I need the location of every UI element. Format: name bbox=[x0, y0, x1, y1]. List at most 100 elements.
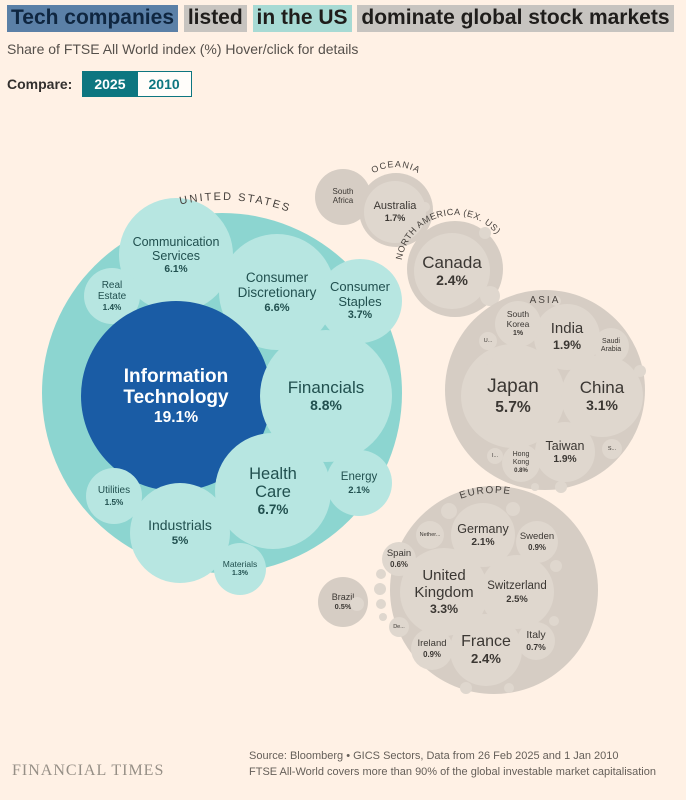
ft-logo-text: FINANCIAL TIMES bbox=[12, 762, 165, 779]
bubble-label: Communication Services bbox=[132, 234, 220, 263]
bubble-label: Italy bbox=[526, 628, 546, 641]
bubble-s[interactable]: S... bbox=[602, 439, 622, 459]
bubble-small[interactable] bbox=[550, 560, 562, 572]
bubble-australia[interactable]: Australia 1.7% bbox=[364, 181, 426, 243]
bubble-label: Financials bbox=[287, 378, 365, 398]
bubble-label: Germany bbox=[457, 521, 509, 536]
year-2025-button[interactable]: 2025 bbox=[82, 71, 138, 97]
bubble-label: Sweden bbox=[519, 530, 555, 542]
bubble-small[interactable] bbox=[420, 202, 430, 212]
bubble-value: 8.8% bbox=[310, 397, 342, 414]
bubble-label: France bbox=[461, 633, 511, 651]
bubble-label: South Korea bbox=[506, 309, 530, 329]
bubble-small[interactable] bbox=[460, 682, 472, 694]
bubble-value: 1% bbox=[512, 330, 524, 338]
bubble-small[interactable] bbox=[379, 613, 387, 621]
source-line-2: FTSE All-World covers more than 90% of t… bbox=[249, 766, 656, 778]
bubble-small[interactable] bbox=[555, 481, 567, 493]
bubble-italy[interactable]: Italy 0.7% bbox=[517, 622, 555, 660]
bubble-label: Utilities bbox=[97, 485, 131, 497]
chart-subtitle: Share of FTSE All World index (%) Hover/… bbox=[7, 41, 359, 57]
header: Tech companies listed in the US dominate… bbox=[7, 4, 679, 97]
bubble-value: 0.8% bbox=[514, 468, 528, 475]
bubble-saudi-arabia[interactable]: Saudi Arabia bbox=[593, 328, 629, 364]
bubble-small[interactable] bbox=[549, 616, 559, 626]
bubble-value: 1.4% bbox=[102, 303, 122, 313]
bubble-small[interactable] bbox=[376, 569, 386, 579]
bubble-small[interactable] bbox=[441, 503, 457, 519]
bubble-label: Saudi Arabia bbox=[600, 338, 622, 353]
bubble-value: 2.1% bbox=[348, 483, 370, 495]
bubble-label: China bbox=[579, 378, 625, 398]
year-2010-button[interactable]: 2010 bbox=[137, 71, 192, 97]
compare-label: Compare: bbox=[7, 76, 73, 92]
bubble-de[interactable]: De... bbox=[389, 617, 409, 637]
bubble-china[interactable]: China 3.1% bbox=[561, 355, 643, 437]
bubble-value: 1.5% bbox=[104, 497, 124, 507]
bubble-value: 6.7% bbox=[257, 501, 289, 517]
bubble-taiwan[interactable]: Taiwan 1.9% bbox=[535, 422, 595, 482]
bubble-value: 0.6% bbox=[390, 559, 408, 569]
bubble-value: 0.9% bbox=[423, 649, 441, 659]
bubble-india[interactable]: India 1.9% bbox=[534, 304, 600, 370]
bubble-label: South Africa bbox=[332, 187, 354, 205]
bubble-value: 3.1% bbox=[586, 397, 618, 414]
chart-title: Tech companies listed in the US dominate… bbox=[7, 4, 679, 32]
bubble-label: Spain bbox=[386, 547, 412, 559]
bubble-label: Japan bbox=[487, 376, 539, 398]
bubble-small[interactable] bbox=[551, 296, 561, 306]
bubble-small[interactable] bbox=[479, 227, 491, 239]
bubble-france[interactable]: France 2.4% bbox=[450, 614, 522, 686]
bubble-small[interactable] bbox=[483, 355, 493, 365]
bubble-label: Switzerland bbox=[487, 579, 547, 592]
bubble-small[interactable] bbox=[350, 597, 364, 611]
bubble-label: U... bbox=[483, 337, 493, 344]
bubble-value: 3.3% bbox=[429, 601, 459, 616]
bubble-label: Health Care bbox=[249, 464, 297, 502]
bubble-label: Taiwan bbox=[545, 438, 585, 453]
bubble-health-care[interactable]: Health Care 6.7% bbox=[215, 433, 331, 549]
bubble-label: United Kingdom bbox=[414, 566, 474, 601]
bubble-ireland[interactable]: Ireland 0.9% bbox=[411, 628, 453, 670]
bubble-industrials[interactable]: Industrials 5% bbox=[130, 483, 230, 583]
bubble-value: 0.7% bbox=[526, 641, 546, 652]
bubble-small[interactable] bbox=[634, 365, 646, 377]
bubble-label: Information Technology bbox=[123, 365, 229, 408]
bubble-label: Materials bbox=[222, 558, 258, 569]
bubble-small[interactable] bbox=[504, 683, 514, 693]
bubble-i[interactable]: I... bbox=[487, 448, 503, 464]
bubble-value: 2.4% bbox=[471, 651, 501, 667]
compare-control: Compare: 2025 2010 bbox=[7, 71, 679, 97]
bubble-value: 2.1% bbox=[471, 536, 495, 548]
bubble-label: Canada bbox=[422, 253, 482, 273]
bubble-small[interactable] bbox=[374, 583, 386, 595]
bubble-label: Real Estate bbox=[97, 279, 127, 302]
bubble-value: 2.4% bbox=[436, 272, 468, 289]
bubble-small[interactable] bbox=[480, 286, 500, 306]
bubble-south-korea[interactable]: South Korea 1% bbox=[495, 301, 541, 347]
bubble-small[interactable] bbox=[506, 502, 520, 516]
bubble-consumer-staples[interactable]: Consumer Staples 3.7% bbox=[318, 259, 402, 343]
bubble-value: 2.5% bbox=[506, 592, 528, 604]
source-line-1: Source: Bloomberg • GICS Sectors, Data f… bbox=[249, 750, 619, 762]
bubble-value: 5.7% bbox=[495, 398, 531, 416]
bubble-nether[interactable]: Nether... bbox=[416, 521, 444, 549]
bubble-value: 1.7% bbox=[384, 212, 406, 223]
title-segment-listed: listed bbox=[183, 5, 247, 32]
bubble-energy[interactable]: Energy 2.1% bbox=[326, 450, 392, 516]
bubble-label: Energy bbox=[340, 470, 378, 483]
title-segment-in-the-us: in the US bbox=[252, 5, 352, 32]
bubble-small[interactable] bbox=[531, 483, 539, 491]
bubble-small[interactable] bbox=[376, 599, 386, 609]
bubble-value: 1.3% bbox=[232, 570, 248, 578]
bubble-materials[interactable]: Materials 1.3% bbox=[214, 543, 266, 595]
bubble-value: 6.6% bbox=[264, 301, 290, 314]
bubble-value: 1.9% bbox=[553, 453, 577, 465]
bubble-canada[interactable]: Canada 2.4% bbox=[414, 233, 490, 309]
bubble-label: Consumer Discretionary bbox=[237, 270, 317, 301]
title-segment-dominate: dominate global stock markets bbox=[357, 5, 674, 32]
bubble-label: Hong Kong bbox=[512, 451, 530, 467]
bubble-u[interactable]: U... bbox=[479, 332, 497, 350]
bubble-hong-kong[interactable]: Hong Kong 0.8% bbox=[502, 444, 540, 482]
